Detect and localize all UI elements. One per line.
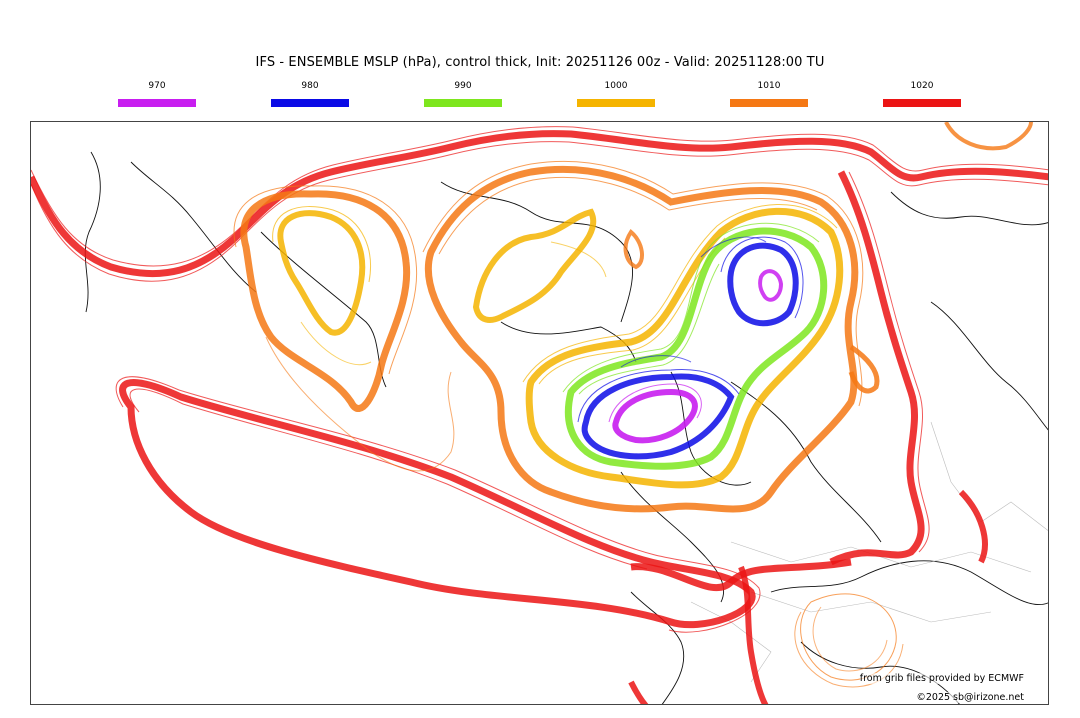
isobar-1020-band — [31, 126, 1048, 704]
map-title: IFS - ENSEMBLE MSLP (hPa), control thick… — [255, 55, 825, 70]
legend-item-1020: 1020 — [883, 80, 961, 107]
map-panel[interactable] — [30, 121, 1049, 705]
legend-label: 1020 — [910, 81, 934, 91]
legend-label: 990 — [454, 81, 472, 91]
legend-item-1000: 1000 — [577, 80, 655, 107]
legend-item-990: 990 — [424, 80, 502, 107]
legend-item-980: 980 — [271, 80, 349, 107]
legend-label: 980 — [301, 81, 319, 91]
isobar-1000-band — [272, 204, 844, 489]
isobar-970-band — [608, 269, 784, 444]
legend-label: 970 — [148, 81, 166, 91]
legend-label: 1000 — [604, 81, 628, 91]
legend-swatch-1020 — [883, 99, 961, 107]
legend-item-970: 970 — [118, 80, 196, 107]
legend-swatch-980 — [271, 99, 349, 107]
legend-swatch-1000 — [577, 99, 655, 107]
isobar-1010-band — [233, 122, 1033, 688]
isobar-980-band — [577, 236, 804, 460]
legend-swatch-970 — [118, 99, 196, 107]
isobar-990-band — [562, 222, 828, 470]
data-source-credit: from grib files provided by ECMWF — [859, 673, 1024, 684]
legend-label: 1010 — [757, 81, 781, 91]
legend-item-1010: 1010 — [730, 80, 808, 107]
isobar-map — [31, 122, 1048, 704]
legend-swatch-1010 — [730, 99, 808, 107]
copyright-credit: ©2025 sb@irizone.net — [916, 692, 1024, 703]
isobar-legend: 970 980 990 1000 1010 1020 — [0, 80, 1080, 112]
legend-swatch-990 — [424, 99, 502, 107]
